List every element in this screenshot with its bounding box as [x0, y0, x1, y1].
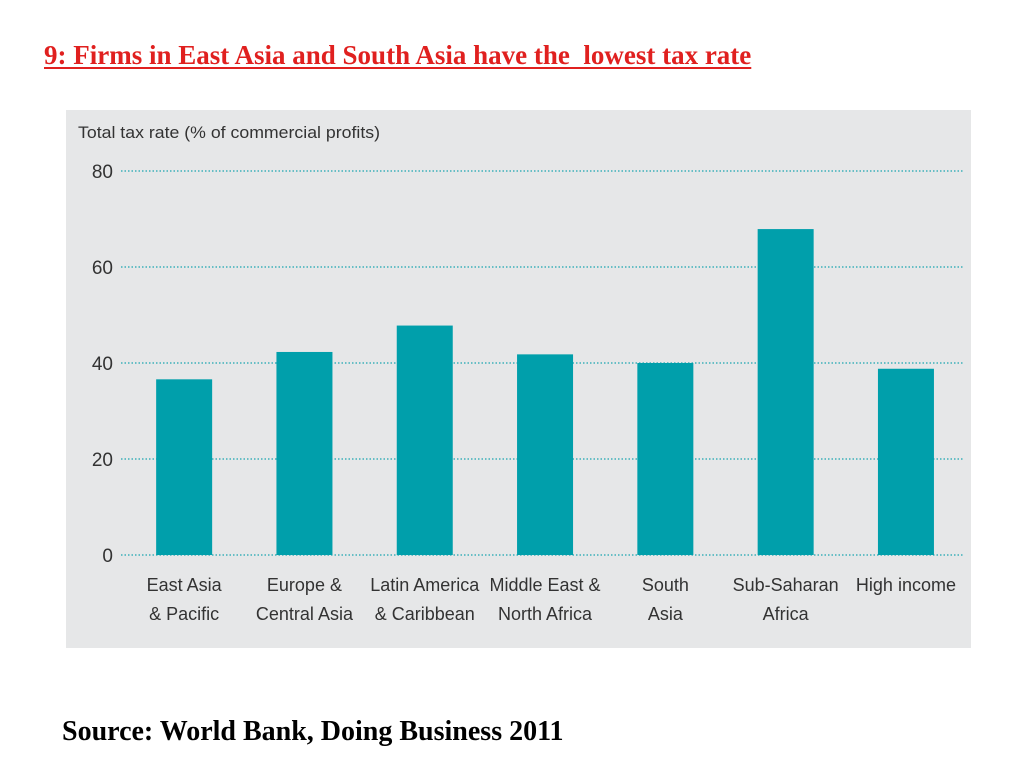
bar-chart: Total tax rate (% of commercial profits)…	[78, 123, 963, 624]
y-tick-label: 0	[102, 546, 113, 567]
bar	[517, 354, 574, 555]
x-category-label: Latin America	[370, 575, 480, 595]
chart-panel: Total tax rate (% of commercial profits)…	[66, 110, 971, 648]
x-category-label: Middle East &	[490, 575, 601, 595]
y-axis-title: Total tax rate (% of commercial profits)	[78, 123, 380, 142]
y-tick-label: 60	[92, 258, 113, 279]
bar	[156, 379, 213, 555]
x-category-label: Central Asia	[256, 604, 354, 624]
y-tick-label: 20	[92, 450, 113, 471]
x-category-label: High income	[856, 575, 956, 595]
x-category-label: North Africa	[498, 604, 593, 624]
x-category-label: & Caribbean	[375, 604, 475, 624]
x-category-label: South	[642, 575, 689, 595]
x-category-label: Europe &	[267, 575, 342, 595]
x-category-label: Africa	[763, 604, 810, 624]
y-tick-label: 80	[92, 162, 113, 183]
x-category-labels: East Asia & Pacific Europe & Central Asia La…	[147, 575, 956, 624]
x-category-label: Asia	[648, 604, 684, 624]
y-tick-labels: 0 20 40 60 80	[92, 162, 113, 567]
bar	[757, 229, 814, 555]
slide-title: 9: Firms in East Asia and South Asia hav…	[44, 40, 752, 70]
bars	[156, 229, 934, 555]
y-tick-label: 40	[92, 354, 113, 375]
bar	[877, 368, 934, 555]
bar	[276, 351, 333, 555]
bar	[396, 325, 453, 555]
bar	[637, 363, 694, 555]
x-category-label: Sub-Saharan	[733, 575, 839, 595]
x-category-label: & Pacific	[149, 604, 219, 624]
x-category-label: East Asia	[147, 575, 223, 595]
source-note: Source: World Bank, Doing Business 2011	[62, 716, 564, 747]
